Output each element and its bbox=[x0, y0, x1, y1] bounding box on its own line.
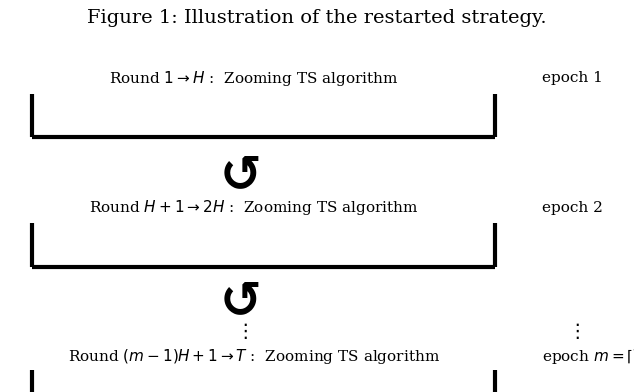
Text: $\vdots$: $\vdots$ bbox=[235, 321, 247, 341]
Text: Round $1 \rightarrow H$ :  Zooming TS algorithm: Round $1 \rightarrow H$ : Zooming TS alg… bbox=[109, 69, 398, 88]
Text: ↺: ↺ bbox=[220, 278, 262, 326]
Text: Round $H+1 \rightarrow 2H$ :  Zooming TS algorithm: Round $H+1 \rightarrow 2H$ : Zooming TS … bbox=[89, 198, 418, 217]
Text: Figure 1: Illustration of the restarted strategy.: Figure 1: Illustration of the restarted … bbox=[87, 9, 547, 27]
Text: ↺: ↺ bbox=[220, 152, 262, 200]
Text: epoch $m = \lceil T/H \rceil$: epoch $m = \lceil T/H \rceil$ bbox=[542, 347, 634, 366]
Text: $\vdots$: $\vdots$ bbox=[567, 321, 580, 341]
Text: epoch 1: epoch 1 bbox=[542, 71, 603, 85]
Text: epoch 2: epoch 2 bbox=[542, 201, 603, 215]
Text: Round $(m-1)H+1 \rightarrow T$ :  Zooming TS algorithm: Round $(m-1)H+1 \rightarrow T$ : Zooming… bbox=[68, 347, 439, 366]
